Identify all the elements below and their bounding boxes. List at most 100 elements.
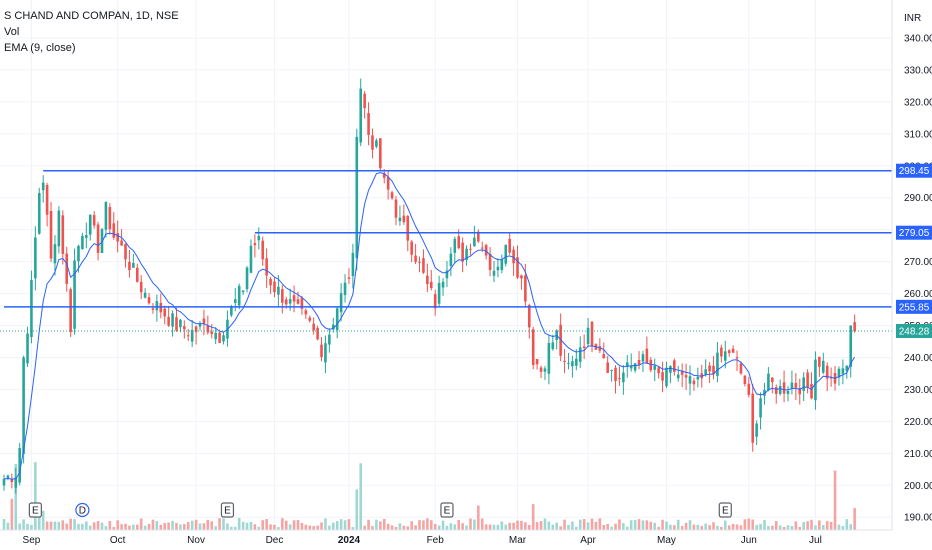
- candle-body: [183, 326, 186, 330]
- candle-body: [30, 279, 33, 338]
- candle-body: [582, 346, 586, 349]
- candle-body: [567, 362, 570, 364]
- volume-bar: [100, 522, 104, 530]
- volume-bar: [390, 525, 394, 530]
- candle-body: [104, 201, 108, 230]
- volume-bar: [261, 520, 265, 530]
- candle-body: [375, 140, 378, 147]
- volume-bar: [555, 522, 559, 530]
- volume-bar: [833, 470, 837, 530]
- candle-body: [69, 289, 72, 333]
- volume-bar: [30, 524, 33, 530]
- candle-body: [81, 235, 84, 250]
- candle-body: [759, 398, 762, 418]
- candle-body: [602, 354, 606, 359]
- volume-bar: [457, 519, 461, 530]
- volume-bar: [845, 519, 849, 530]
- time-axis: Sep Oct Nov Dec 2024 Feb Mar Apr May Jun Jul: [0, 529, 932, 550]
- volume-bar: [743, 519, 747, 530]
- earnings-marker[interactable]: E: [28, 502, 42, 518]
- volume-bar: [6, 522, 10, 530]
- volume-bar: [704, 523, 707, 530]
- volume-bar: [794, 521, 798, 530]
- candle-body: [253, 243, 257, 246]
- candle-body: [551, 342, 555, 350]
- volume-bar: [567, 524, 570, 530]
- volume-bar: [508, 522, 511, 530]
- level-badge: [896, 299, 932, 314]
- volume-bar: [708, 525, 711, 530]
- volume-bar: [563, 519, 566, 530]
- currency-label: INR: [904, 13, 921, 24]
- volume-bar: [484, 524, 488, 530]
- candle-body: [543, 368, 547, 372]
- candle-body: [441, 281, 445, 288]
- candle-body: [586, 327, 590, 345]
- volume-bar: [676, 519, 680, 530]
- candle-body: [6, 475, 10, 479]
- volume-bar: [688, 520, 692, 530]
- svg-text:D: D: [79, 506, 86, 517]
- candle-body: [61, 215, 65, 254]
- candle-body: [547, 342, 551, 374]
- candle-body: [120, 240, 123, 246]
- level-badge-label: 298.45: [899, 166, 930, 177]
- x-tick-label: Dec: [266, 535, 284, 546]
- earnings-marker[interactable]: E: [220, 502, 235, 518]
- volume-bar: [363, 525, 366, 530]
- volume-bar: [292, 520, 296, 530]
- earnings-marker[interactable]: E: [718, 502, 732, 518]
- volume-bar: [673, 525, 676, 530]
- volume-bar: [128, 525, 131, 530]
- volume-bar: [143, 525, 147, 530]
- candle-body: [343, 282, 347, 296]
- volume-bar: [429, 520, 433, 530]
- volume-bar: [645, 520, 649, 530]
- candle-body: [477, 231, 480, 242]
- candle-body: [418, 261, 421, 263]
- horizontal-lines: [0, 169, 892, 332]
- volume-bar: [45, 521, 49, 530]
- candle-body: [367, 113, 370, 135]
- y-tick-label: 230.00: [904, 385, 932, 396]
- candle-body: [135, 267, 139, 282]
- volume-bar: [586, 522, 590, 530]
- candle-body: [85, 235, 88, 238]
- y-tick-label: 340.00: [904, 33, 932, 44]
- dividend-marker[interactable]: D: [75, 502, 90, 518]
- candle-body: [355, 136, 359, 259]
- candle-body: [73, 260, 76, 329]
- candle-body: [433, 294, 437, 309]
- y-tick-label: 200.00: [904, 481, 932, 492]
- volume-bar: [539, 521, 543, 530]
- volume-bar: [57, 521, 61, 530]
- candle-body: [461, 242, 464, 262]
- y-tick-label: 290.00: [904, 193, 932, 204]
- ema-line: [3, 172, 856, 480]
- candle-body: [422, 258, 425, 273]
- volume-bar: [602, 525, 606, 530]
- candle-body: [347, 277, 351, 279]
- candle-body: [469, 248, 472, 250]
- earnings-marker[interactable]: E: [440, 502, 454, 518]
- volume-bar: [461, 523, 464, 530]
- candle-body: [810, 384, 813, 399]
- volume-bar: [139, 518, 143, 530]
- volume-bar: [618, 519, 621, 530]
- x-tick-label: 2024: [338, 535, 361, 546]
- volume-bar: [85, 521, 88, 530]
- candle-body: [328, 334, 331, 345]
- candle-body: [402, 215, 406, 223]
- volume-bar: [661, 519, 664, 530]
- candle-body: [284, 299, 288, 305]
- volume-bar: [625, 526, 629, 530]
- candle-body: [516, 257, 519, 278]
- candle-body: [245, 267, 249, 290]
- volume-bar: [375, 519, 378, 530]
- candle-body: [159, 302, 163, 313]
- candle-body: [449, 253, 453, 266]
- volume-bar: [531, 504, 535, 530]
- candle-body: [755, 423, 758, 437]
- candle-body: [782, 382, 786, 394]
